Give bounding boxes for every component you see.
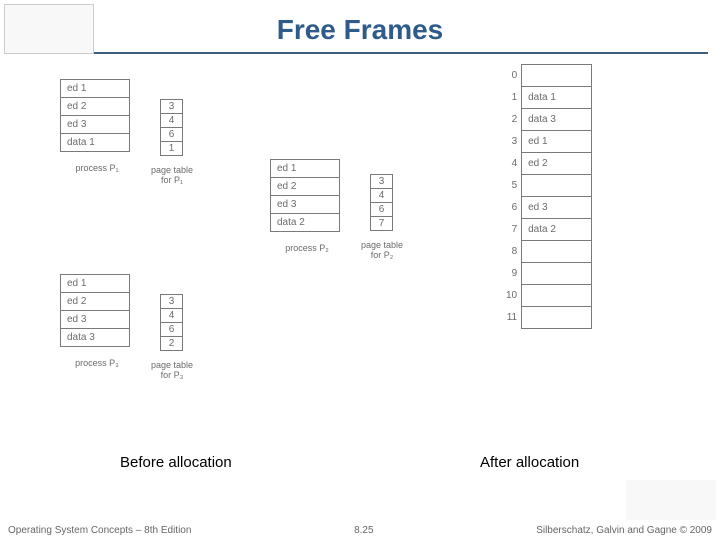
frame-idx: 4 bbox=[500, 153, 522, 175]
diagram-area: ed 1 ed 2 ed 3 data 1 process P₁ 3 4 6 1… bbox=[0, 54, 720, 474]
page-table-label-p2: page tablefor P₂ bbox=[358, 241, 406, 261]
footer-center: 8.25 bbox=[354, 525, 373, 536]
frame-idx: 11 bbox=[500, 307, 522, 329]
frame-cell: ed 2 bbox=[522, 153, 592, 175]
page-table-label-p3: page tablefor P₃ bbox=[148, 361, 196, 381]
frame-table: 0 1data 1 2data 3 3ed 1 4ed 2 5 6ed 3 7d… bbox=[500, 64, 592, 329]
frame-cell: ed 3 bbox=[522, 197, 592, 219]
frame-cell: data 2 bbox=[522, 219, 592, 241]
pt-cell: 6 bbox=[161, 128, 183, 142]
proc-cell: ed 1 bbox=[61, 80, 130, 98]
proc-cell: data 3 bbox=[61, 329, 130, 347]
frame-idx: 5 bbox=[500, 175, 522, 197]
frame-cell: data 1 bbox=[522, 87, 592, 109]
proc-cell: ed 2 bbox=[61, 98, 130, 116]
pt-cell: 1 bbox=[161, 142, 183, 156]
page-table-p3: 3 4 6 2 bbox=[160, 294, 183, 351]
pt-cell: 4 bbox=[161, 114, 183, 128]
frame-cell bbox=[522, 65, 592, 87]
pt-cell: 7 bbox=[371, 217, 393, 231]
footer: Operating System Concepts – 8th Edition … bbox=[0, 525, 720, 536]
footer-left: Operating System Concepts – 8th Edition bbox=[8, 525, 191, 536]
frame-idx: 1 bbox=[500, 87, 522, 109]
process-table-p1: ed 1 ed 2 ed 3 data 1 bbox=[60, 79, 130, 152]
frame-idx: 10 bbox=[500, 285, 522, 307]
process-table-p2: ed 1 ed 2 ed 3 data 2 bbox=[270, 159, 340, 232]
proc-cell: ed 2 bbox=[271, 178, 340, 196]
pt-cell: 4 bbox=[161, 309, 183, 323]
process-label-p2: process P₂ bbox=[272, 244, 342, 254]
frame-idx: 0 bbox=[500, 65, 522, 87]
caption-before: Before allocation bbox=[120, 454, 232, 471]
frame-idx: 7 bbox=[500, 219, 522, 241]
pt-cell: 4 bbox=[371, 189, 393, 203]
proc-cell: ed 2 bbox=[61, 293, 130, 311]
frame-cell bbox=[522, 285, 592, 307]
proc-cell: ed 1 bbox=[271, 160, 340, 178]
pt-cell: 6 bbox=[161, 323, 183, 337]
frame-idx: 6 bbox=[500, 197, 522, 219]
process-label-p1: process P₁ bbox=[62, 164, 132, 174]
frame-idx: 3 bbox=[500, 131, 522, 153]
thumbnail-tl bbox=[4, 4, 94, 54]
frame-idx: 9 bbox=[500, 263, 522, 285]
frame-cell bbox=[522, 307, 592, 329]
page-title: Free Frames bbox=[0, 0, 720, 46]
process-table-p3: ed 1 ed 2 ed 3 data 3 bbox=[60, 274, 130, 347]
page-table-label-p1: page tablefor P₁ bbox=[148, 166, 196, 186]
proc-cell: data 2 bbox=[271, 214, 340, 232]
proc-cell: ed 3 bbox=[61, 116, 130, 134]
pt-cell: 2 bbox=[161, 337, 183, 351]
thumbnail-br bbox=[626, 480, 716, 520]
process-label-p3: process P₃ bbox=[62, 359, 132, 369]
frame-cell: data 3 bbox=[522, 109, 592, 131]
frame-cell bbox=[522, 263, 592, 285]
frame-cell: ed 1 bbox=[522, 131, 592, 153]
frame-idx: 8 bbox=[500, 241, 522, 263]
pt-cell: 6 bbox=[371, 203, 393, 217]
pt-cell: 3 bbox=[161, 100, 183, 114]
page-table-p1: 3 4 6 1 bbox=[160, 99, 183, 156]
proc-cell: ed 1 bbox=[61, 275, 130, 293]
pt-cell: 3 bbox=[161, 295, 183, 309]
proc-cell: ed 3 bbox=[271, 196, 340, 214]
proc-cell: ed 3 bbox=[61, 311, 130, 329]
page-table-p2: 3 4 6 7 bbox=[370, 174, 393, 231]
frame-cell bbox=[522, 241, 592, 263]
pt-cell: 3 bbox=[371, 175, 393, 189]
caption-after: After allocation bbox=[480, 454, 579, 471]
proc-cell: data 1 bbox=[61, 134, 130, 152]
footer-right: Silberschatz, Galvin and Gagne © 2009 bbox=[536, 525, 712, 536]
frame-idx: 2 bbox=[500, 109, 522, 131]
frame-cell bbox=[522, 175, 592, 197]
